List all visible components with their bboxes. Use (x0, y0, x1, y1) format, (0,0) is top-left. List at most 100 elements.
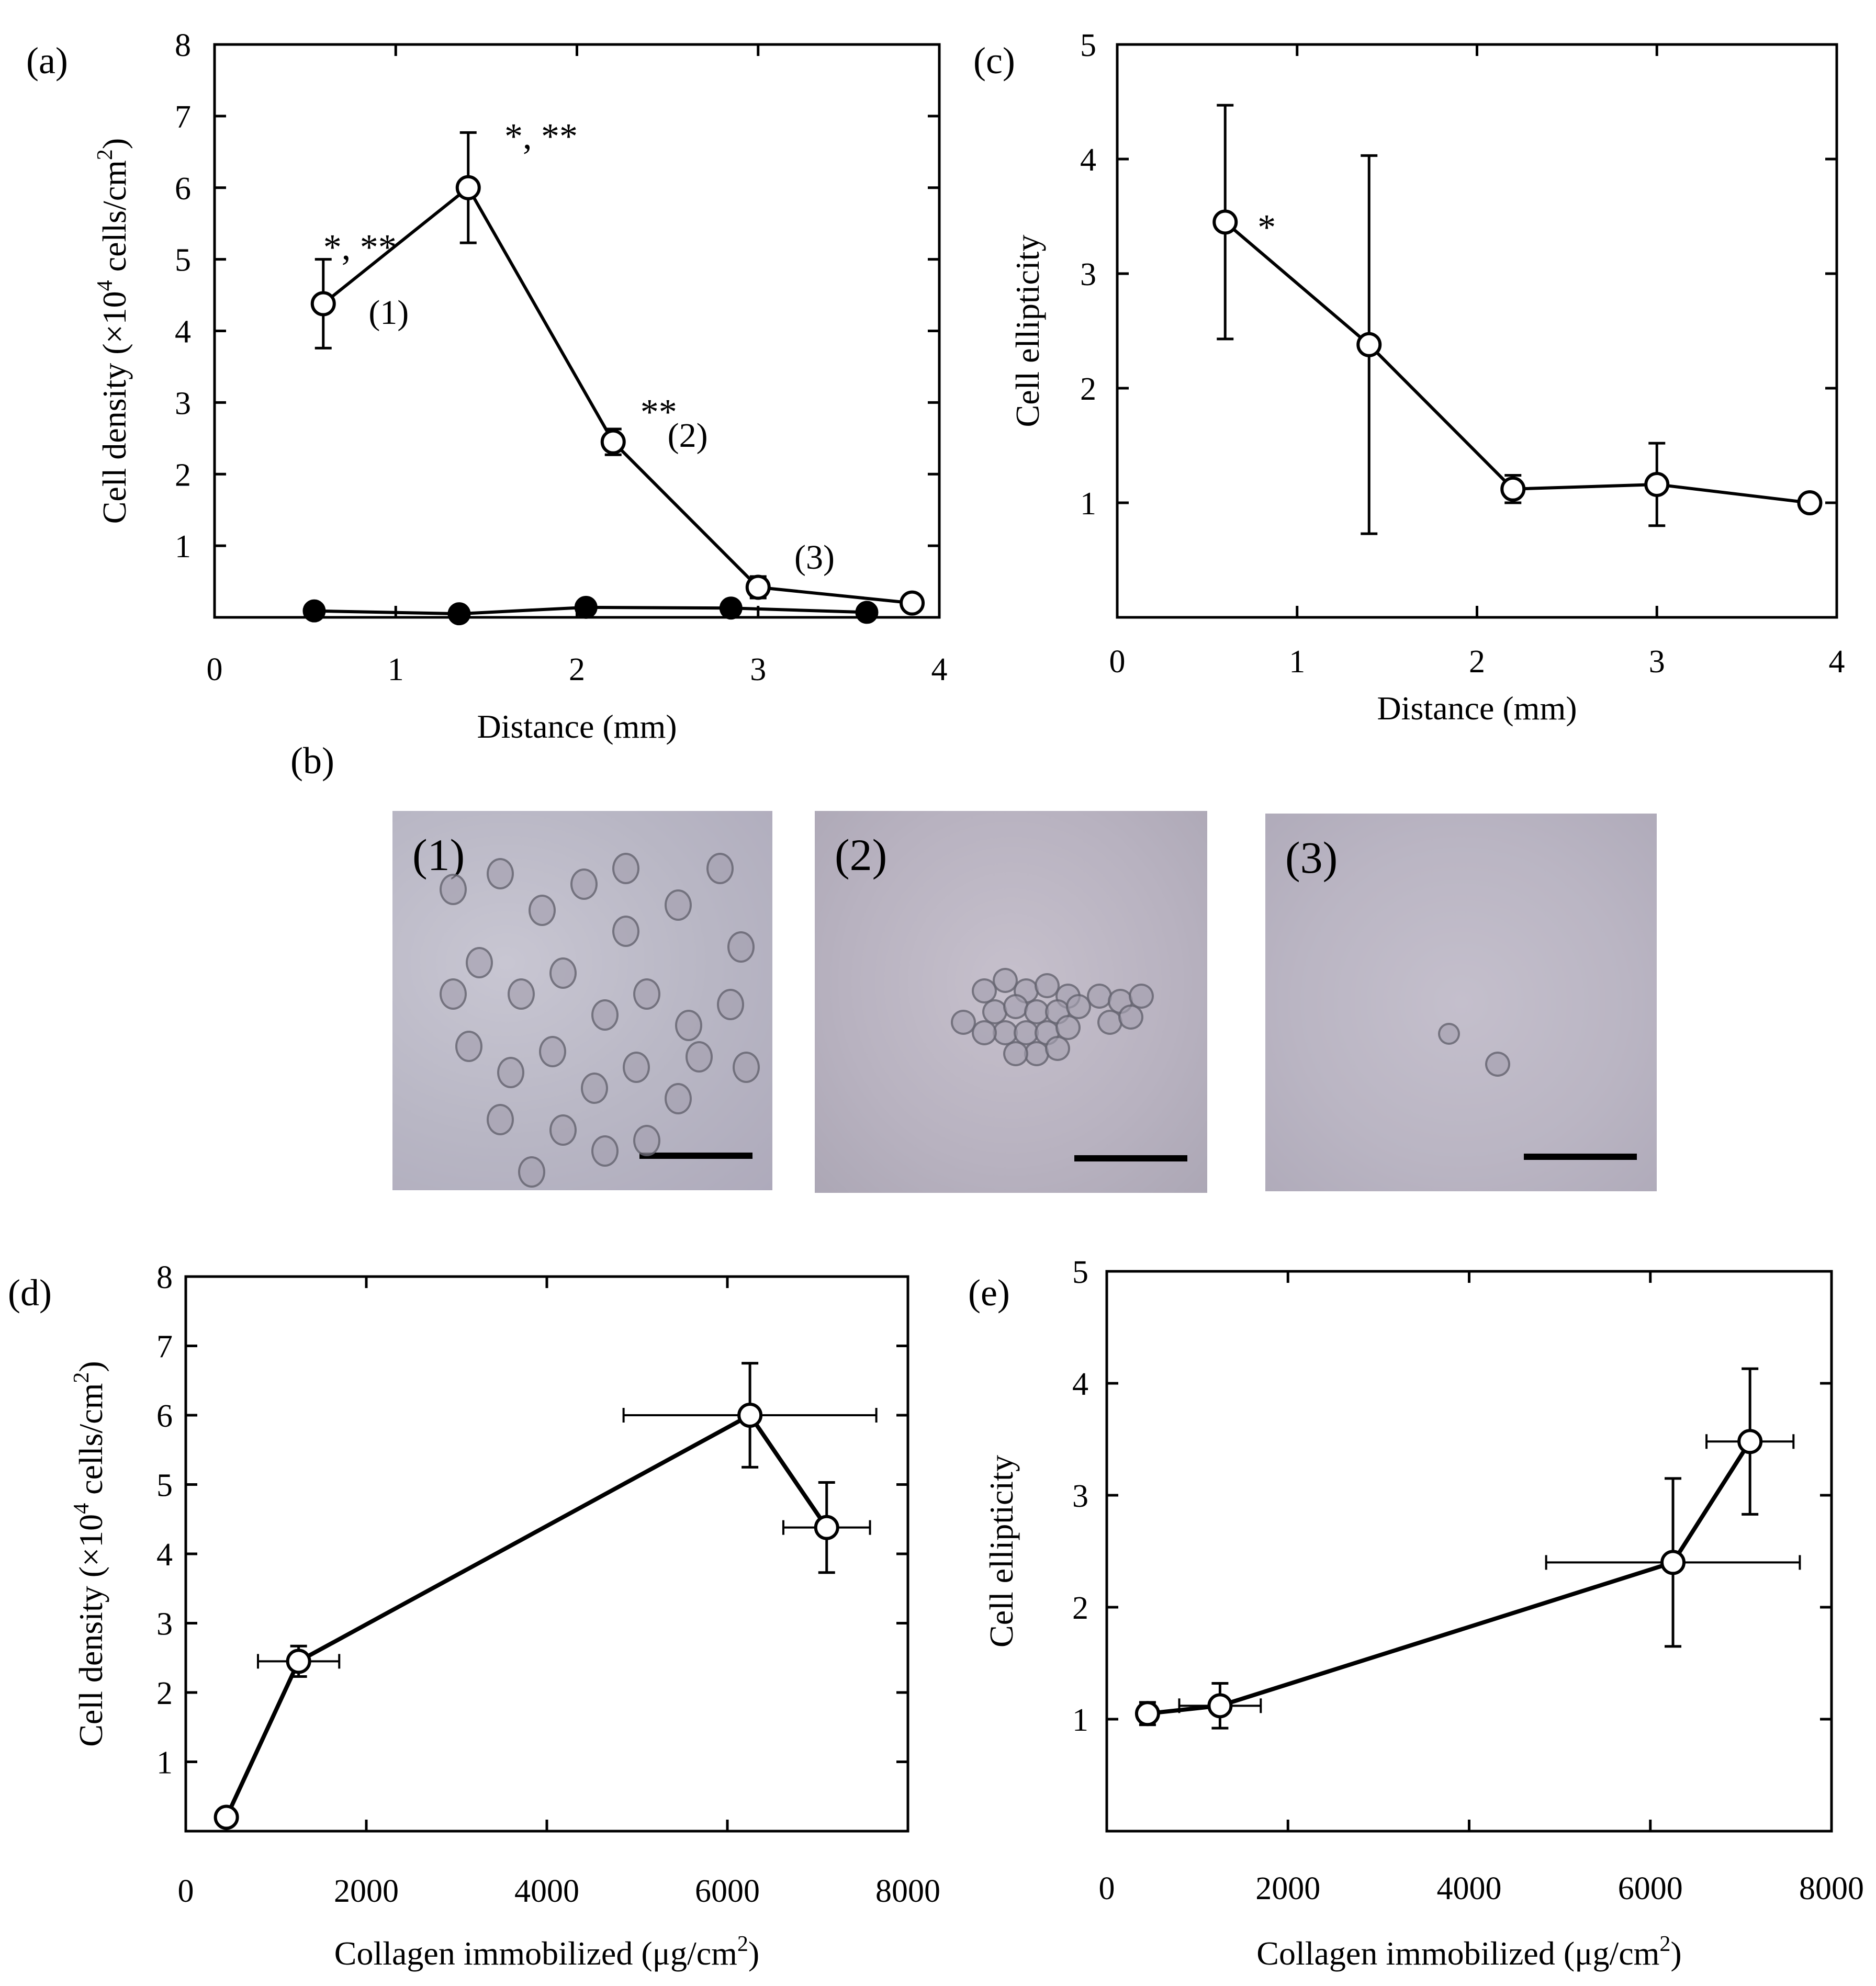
cell-blob (665, 1083, 692, 1114)
y-tick-label: 3 (175, 386, 191, 421)
cell-blob (972, 1020, 997, 1045)
significance-marker: *, ** (323, 228, 397, 268)
cell-blob (665, 889, 692, 921)
y-tick-label: 4 (1072, 1367, 1088, 1402)
series-line-open (224, 1413, 829, 1819)
y-tick-label: 5 (175, 243, 191, 278)
y-tick-label: 5 (1080, 28, 1096, 63)
data-point-filled (855, 601, 879, 624)
y-tick-label: 1 (175, 529, 191, 565)
y-axis-label-close: ) (96, 138, 133, 149)
y-tick-label: 3 (1080, 257, 1096, 292)
scale-bar-2 (1074, 1155, 1187, 1161)
data-point-open (745, 574, 771, 600)
cell-blob (591, 1135, 619, 1167)
data-point-open (600, 429, 626, 455)
data-point-open (814, 1515, 839, 1540)
panel-label: (a) (26, 40, 68, 82)
x-tick-label: 4 (1829, 644, 1845, 680)
x-axis-label-sup: 2 (737, 1932, 748, 1956)
y-tick-label: 6 (175, 171, 191, 207)
cell-blob (549, 957, 577, 989)
chart-a: (a) 0 1 2 3 4 1 2 3 4 5 6 7 8 Distance (mm) Cell densit… (26, 28, 948, 745)
y-tick-label: 6 (156, 1398, 173, 1434)
x-axis-label: Collagen immobilized (μg/cm2) (334, 1932, 759, 1972)
cell-blob (727, 931, 755, 963)
cell-blob (1014, 1020, 1039, 1045)
micrograph-1-label: (1) (412, 830, 465, 880)
plot-frame (1105, 1270, 1833, 1833)
significance-marker: ** (641, 392, 677, 432)
x-axis-label: Collagen immobilized (μg/cm2) (1256, 1932, 1681, 1972)
cell-blob (1438, 1023, 1460, 1045)
x-tick-label: 6000 (695, 1874, 760, 1909)
region-label: (2) (668, 416, 708, 455)
data-point-filled (447, 602, 471, 626)
y-tick-label: 4 (175, 314, 191, 350)
cell-blob (686, 1041, 713, 1073)
y-axis-label-unit_sup: 2 (93, 149, 117, 160)
x-axis-label: Distance (mm) (477, 708, 677, 745)
data-point-open (1644, 471, 1670, 497)
cell-blob (518, 1156, 545, 1188)
y-axis-label-main: Cell density (×10 (96, 291, 133, 524)
x-tick-label: 0 (207, 652, 223, 687)
series-line-open (1147, 1440, 1752, 1716)
data-point-open (1737, 1429, 1763, 1454)
region-label: (3) (794, 538, 835, 577)
cell-blob (466, 947, 493, 978)
data-point-filled (302, 599, 326, 623)
y-tick-label: 3 (1072, 1479, 1088, 1514)
cell-blob (539, 1036, 566, 1067)
y-axis-label: Cell density (×104 cells/cm2) (93, 138, 133, 524)
cell-blob (1035, 973, 1060, 998)
data-point-filled (574, 595, 598, 619)
x-axis-label-main: Collagen immobilized (μg/cm (334, 1935, 737, 1972)
micrograph-3: (3) (1265, 814, 1657, 1191)
micrograph-1: (1) (392, 811, 772, 1190)
cell-blob (529, 895, 556, 926)
x-tick-label: 4 (931, 652, 948, 687)
cell-blob (1003, 1041, 1028, 1066)
panel-label: (e) (968, 1272, 1010, 1314)
x-tick-label: 2 (1469, 644, 1485, 680)
x-tick-label: 2000 (334, 1874, 399, 1909)
x-tick-label: 4000 (514, 1874, 579, 1909)
cell-blob (487, 858, 514, 889)
y-tick-label: 1 (1080, 486, 1096, 522)
cell-blob (623, 1052, 650, 1083)
chart-d: (d) 0 2000 4000 6000 8000 1 2 3 4 5 6 7 8 Collagen imm… (8, 1260, 940, 1972)
data-point-open (1134, 1701, 1160, 1727)
x-tick-label: 6000 (1618, 1871, 1683, 1906)
y-tick-label: 7 (175, 99, 191, 135)
significance-marker: * (1257, 207, 1276, 247)
y-axis-label-unit: cells/cm (96, 160, 133, 280)
data-point-open (1207, 1693, 1233, 1719)
cell-blob (633, 1125, 660, 1156)
cell-blob (440, 978, 467, 1010)
cell-blob (440, 874, 467, 905)
x-tick-label: 1 (1289, 644, 1305, 680)
y-tick-label: 5 (1072, 1255, 1088, 1290)
significance-marker: *, ** (504, 116, 578, 156)
cell-blob (1045, 1036, 1070, 1061)
y-tick-label: 2 (1072, 1590, 1088, 1626)
data-point-open (1356, 332, 1382, 357)
y-axis-label: Cell ellipticity (1009, 235, 1046, 427)
plot-frame (184, 1275, 909, 1833)
y-axis-label: Cell ellipticity (983, 1455, 1020, 1648)
panel-label: (c) (973, 40, 1015, 82)
x-tick-label: 2000 (1255, 1871, 1320, 1906)
x-tick-label: 3 (1649, 644, 1665, 680)
y-axis-label-unit: cells/cm (72, 1383, 109, 1503)
y-tick-label: 3 (156, 1607, 173, 1642)
y-tick-label: 8 (156, 1260, 173, 1295)
cell-blob (612, 853, 639, 884)
scale-bar-3 (1524, 1154, 1637, 1160)
data-point-open (1660, 1550, 1686, 1575)
panel-label: (d) (8, 1272, 52, 1314)
cell-blob (706, 853, 734, 884)
x-tick-label: 2 (569, 652, 585, 687)
cell-blob (487, 1104, 514, 1135)
chart-c: (c) 0 1 2 3 4 1 2 3 4 5 Distance (mm) Cell elliptici… (973, 28, 1845, 727)
